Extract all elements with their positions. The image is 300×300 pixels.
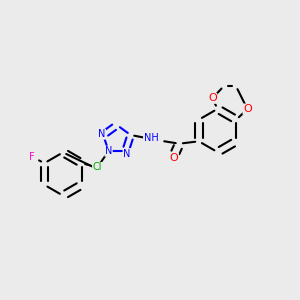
Text: N: N bbox=[123, 148, 131, 158]
Text: NH: NH bbox=[143, 133, 158, 143]
Text: O: O bbox=[169, 153, 178, 163]
Text: F: F bbox=[29, 152, 35, 162]
Text: N: N bbox=[98, 129, 106, 139]
Text: N: N bbox=[105, 146, 112, 156]
Text: O: O bbox=[208, 93, 217, 103]
Text: O: O bbox=[243, 104, 252, 114]
Text: Cl: Cl bbox=[93, 162, 102, 172]
